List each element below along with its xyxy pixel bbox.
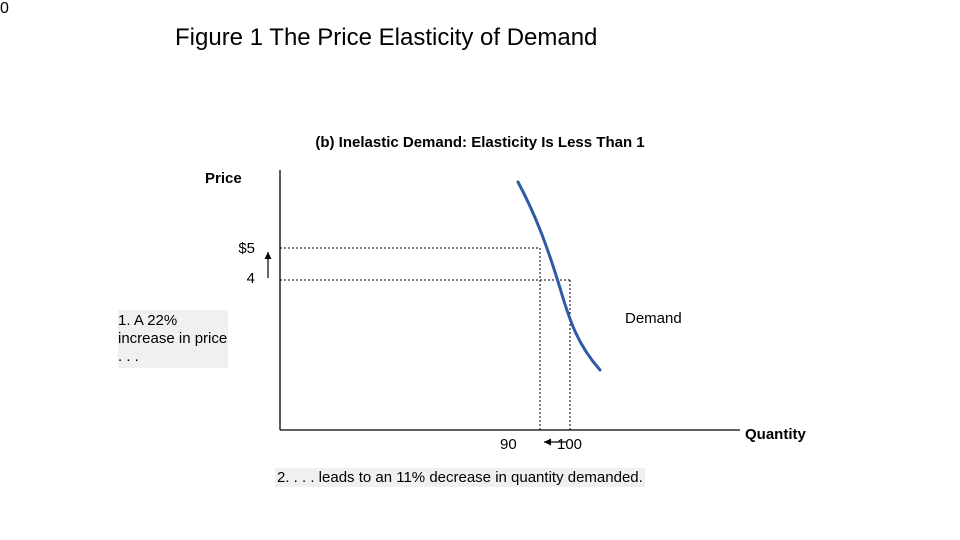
- axes: [280, 170, 740, 430]
- figure-title: Figure 1 The Price Elasticity of Demand: [0, 24, 960, 52]
- y-axis-label: Price: [205, 170, 242, 187]
- origin-tick: 0: [0, 0, 960, 18]
- y-tick-4: 4: [205, 270, 255, 287]
- guide-lines: [280, 248, 570, 430]
- chart-area: [260, 170, 740, 470]
- price-annotation: 1. A 22% increase in price . . .: [118, 310, 228, 368]
- figure-container: Figure 1 The Price Elasticity of Demand …: [0, 0, 960, 540]
- demand-curve: [518, 182, 600, 370]
- quantity-annotation: 2. . . . leads to an 11% decrease in qua…: [275, 468, 645, 487]
- y-tick-5: $5: [205, 240, 255, 257]
- chart-svg: [260, 170, 760, 470]
- figure-subtitle: (b) Inelastic Demand: Elasticity Is Less…: [0, 134, 960, 151]
